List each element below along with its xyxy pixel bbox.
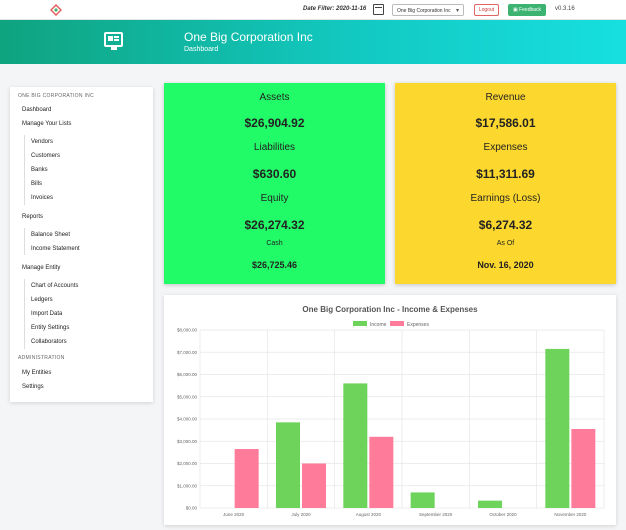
income-card: Revenue $17,586.01 Expenses $11,311.69 E… (395, 83, 616, 284)
y-tick-label: $2,000.00 (177, 461, 198, 466)
sidebar-item-manage-entity[interactable]: Manage Entity (22, 265, 61, 271)
sidebar-section-administration: ADMINISTRATION (18, 355, 65, 361)
liabilities-value: $630.60 (252, 167, 297, 181)
sidebar-item-bills[interactable]: Bills (31, 181, 43, 187)
equity-label: Equity (260, 193, 289, 204)
sidebar-item-manage-lists[interactable]: Manage Your Lists (22, 121, 72, 127)
y-tick-label: $1,000.00 (177, 483, 198, 488)
legend-swatch-expenses (390, 321, 404, 326)
date-filter-label: Date Filter: 2020-11-16 (303, 6, 367, 12)
sidebar-item-banks[interactable]: Banks (31, 167, 48, 173)
bar-income (545, 348, 570, 508)
sidebar-item-customers[interactable]: Customers (31, 153, 61, 159)
bar-income (478, 500, 502, 508)
balance-card: Assets $26,904.92 Liabilities $630.60 Eq… (164, 83, 385, 284)
chat-icon: ▣ (512, 7, 518, 13)
legend-label-expenses: Expenses (407, 322, 429, 328)
y-tick-label: $5,000.00 (177, 394, 198, 399)
sidebar-divider (24, 228, 25, 255)
asof-label: As Of (496, 240, 515, 247)
page-title: One Big Corporation Inc (184, 30, 313, 44)
sidebar-item-chart-of-accounts[interactable]: Chart of Accounts (31, 283, 79, 289)
y-tick-label: $0.00 (186, 506, 198, 511)
earnings-value: $6,274.32 (478, 218, 533, 232)
asof-value: Nov. 16, 2020 (477, 260, 534, 270)
sidebar-item-ledgers[interactable]: Ledgers (31, 297, 53, 303)
legend-swatch-income (353, 321, 367, 326)
top-bar: Date Filter: 2020-11-16 One Big Corporat… (0, 0, 626, 20)
bar-income (276, 422, 300, 508)
revenue-label: Revenue (485, 92, 526, 103)
x-tick-label: November 2020 (554, 512, 587, 517)
income-expenses-chart: One Big Corporation Inc - Income & Expen… (177, 305, 605, 517)
expenses-value: $11,311.69 (476, 167, 535, 181)
revenue-value: $17,586.01 (475, 116, 536, 130)
equity-value: $26,274.32 (244, 218, 305, 232)
sidebar-divider (24, 135, 25, 205)
app-logo-icon[interactable] (50, 4, 62, 16)
dashboard-monitor-icon (104, 32, 123, 50)
bar-expenses (571, 429, 596, 508)
sidebar-item-settings[interactable]: Settings (22, 384, 44, 390)
income-expenses-chart-card: One Big Corporation Inc - Income & Expen… (164, 295, 616, 525)
bar-expenses (369, 436, 394, 508)
sidebar-item-vendors[interactable]: Vendors (31, 139, 54, 145)
sidebar-item-collaborators[interactable]: Collaborators (31, 339, 67, 345)
calendar-icon[interactable] (373, 4, 384, 15)
sidebar-divider (24, 279, 25, 349)
chart-title: One Big Corporation Inc - Income & Expen… (302, 305, 478, 314)
sidebar-item-income-statement[interactable]: Income Statement (31, 246, 80, 252)
bar-income (410, 492, 435, 508)
legend-label-income: Income (370, 322, 387, 328)
bar-expenses (302, 463, 326, 508)
cash-label: Cash (266, 240, 283, 247)
sidebar-section-company: ONE BIG CORPORATION INC (18, 93, 94, 99)
earnings-label: Earnings (Loss) (470, 193, 541, 204)
y-tick-label: $8,000.00 (177, 328, 198, 333)
sidebar-item-import-data[interactable]: Import Data (31, 311, 63, 317)
feedback-button[interactable]: ▣ Feedback (508, 4, 546, 16)
version-label: v0.3.16 (555, 6, 575, 12)
y-tick-label: $6,000.00 (177, 372, 198, 377)
entity-select[interactable]: One Big Corporation Inc ▾ (392, 4, 464, 16)
logout-button[interactable]: Logout (474, 4, 499, 16)
bar-income (343, 383, 368, 508)
sidebar-item-entity-settings[interactable]: Entity Settings (31, 325, 70, 331)
y-tick-label: $7,000.00 (177, 350, 198, 355)
feedback-button-label: Feedback (519, 7, 542, 13)
x-tick-label: September 2020 (419, 512, 453, 517)
sidebar-item-my-entities[interactable]: My Entities (22, 370, 52, 376)
sidebar: ONE BIG CORPORATION INC Dashboard Manage… (10, 87, 153, 402)
page-subtitle: Dashboard (184, 46, 219, 53)
chevron-down-icon: ▾ (455, 8, 459, 14)
assets-label: Assets (259, 92, 290, 103)
cash-value: $26,725.46 (251, 260, 298, 270)
sidebar-item-reports[interactable]: Reports (22, 214, 44, 220)
sidebar-item-balance-sheet[interactable]: Balance Sheet (31, 232, 71, 238)
y-tick-label: $3,000.00 (177, 439, 198, 444)
x-tick-label: August 2020 (356, 512, 382, 517)
bar-expenses (234, 449, 259, 508)
sidebar-item-invoices[interactable]: Invoices (31, 195, 54, 201)
assets-value: $26,904.92 (244, 116, 305, 130)
page-header: One Big Corporation Inc Dashboard (0, 20, 626, 64)
sidebar-item-dashboard[interactable]: Dashboard (22, 107, 52, 113)
x-tick-label: July 2020 (291, 512, 311, 517)
liabilities-label: Liabilities (253, 142, 296, 153)
entity-select-value: One Big Corporation Inc (397, 8, 451, 14)
expenses-label: Expenses (483, 142, 528, 153)
x-tick-label: June 2020 (223, 512, 245, 517)
x-tick-label: October 2020 (489, 512, 517, 517)
y-tick-label: $4,000.00 (177, 417, 198, 422)
